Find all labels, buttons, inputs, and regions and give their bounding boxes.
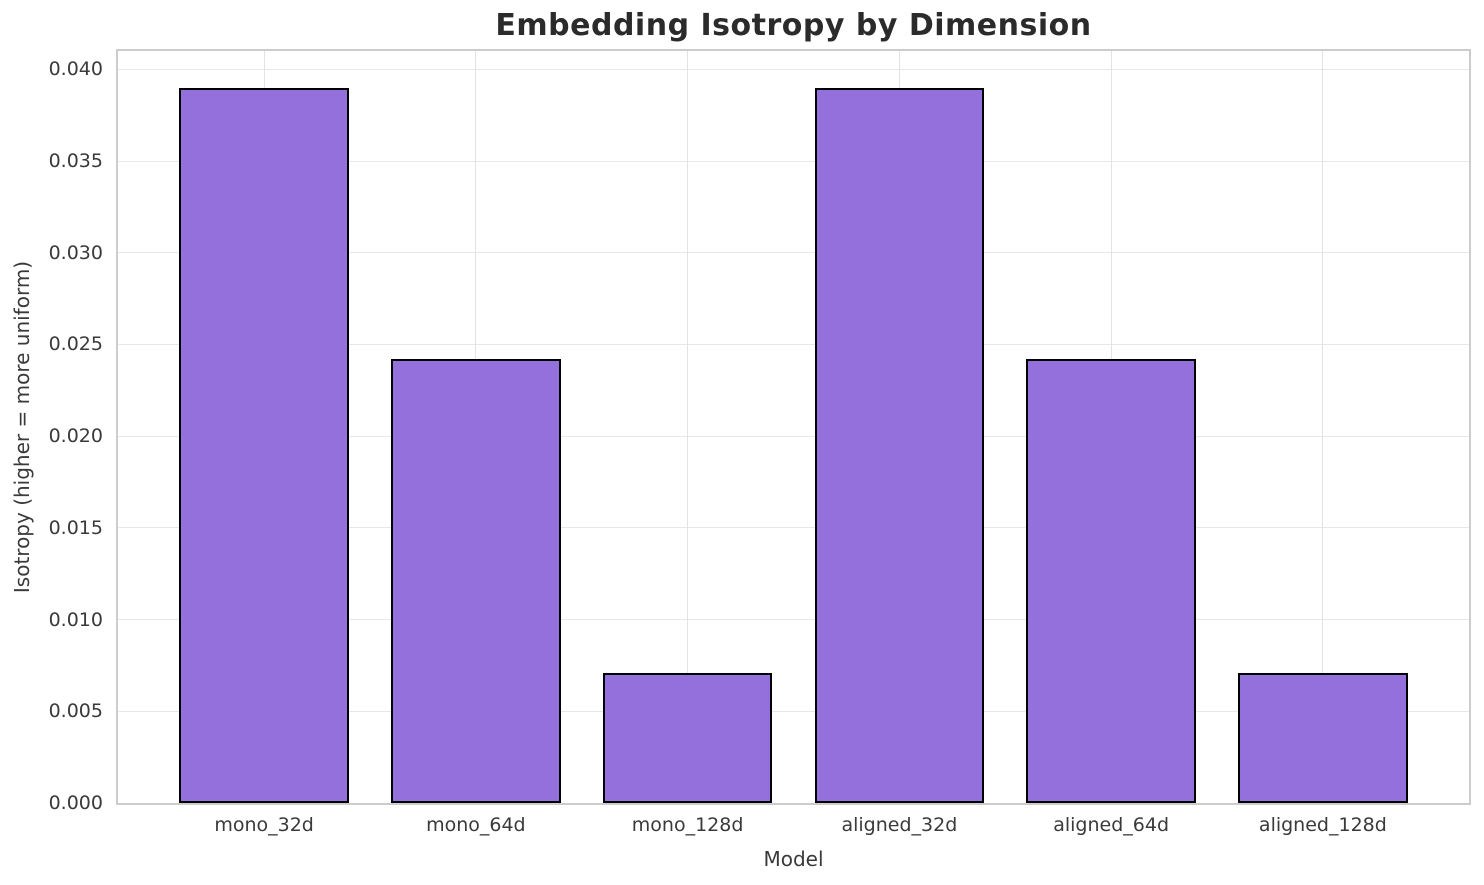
y-gridline bbox=[118, 710, 1469, 712]
bar-aligned_32d bbox=[814, 87, 985, 803]
y-gridline bbox=[118, 160, 1469, 162]
bar-aligned_64d bbox=[1026, 359, 1196, 803]
bar-mono_32d bbox=[179, 87, 349, 803]
y-gridline bbox=[118, 435, 1469, 437]
bar-mono_128d bbox=[602, 672, 773, 803]
y-gridline bbox=[118, 68, 1469, 70]
bar-aligned_128d bbox=[1238, 672, 1408, 803]
x-tick-label-mono_64d: mono_64d bbox=[426, 814, 526, 836]
x-tick-label-mono_32d: mono_32d bbox=[214, 814, 314, 836]
x-gridline bbox=[687, 51, 689, 803]
y-tick-label: 0.030 bbox=[48, 241, 103, 264]
x-tick-label-aligned_64d: aligned_64d bbox=[1053, 814, 1170, 836]
x-gridline bbox=[1322, 51, 1324, 803]
x-tick-label-aligned_128d: aligned_128d bbox=[1258, 814, 1387, 836]
y-tick-label: 0.025 bbox=[48, 333, 103, 356]
y-tick-label: 0.020 bbox=[48, 425, 103, 448]
chart-title: Embedding Isotropy by Dimension bbox=[495, 8, 1092, 43]
y-tick-label: 0.035 bbox=[48, 150, 103, 173]
y-gridline bbox=[118, 527, 1469, 529]
y-tick-label: 0.000 bbox=[48, 792, 103, 814]
bar-mono_64d bbox=[391, 359, 561, 803]
y-tick-label: 0.040 bbox=[48, 58, 103, 81]
y-tick-label: 0.005 bbox=[48, 700, 103, 723]
y-gridline bbox=[118, 252, 1469, 254]
x-tick-label-mono_128d: mono_128d bbox=[631, 814, 744, 836]
x-tick-label-aligned_32d: aligned_32d bbox=[841, 814, 958, 836]
y-tick-label: 0.015 bbox=[48, 516, 103, 539]
y-gridline bbox=[118, 619, 1469, 621]
y-tick-label: 0.010 bbox=[48, 608, 103, 631]
x-axis-label: Model bbox=[763, 847, 824, 871]
plot-area bbox=[116, 49, 1471, 805]
y-gridline bbox=[118, 343, 1469, 345]
